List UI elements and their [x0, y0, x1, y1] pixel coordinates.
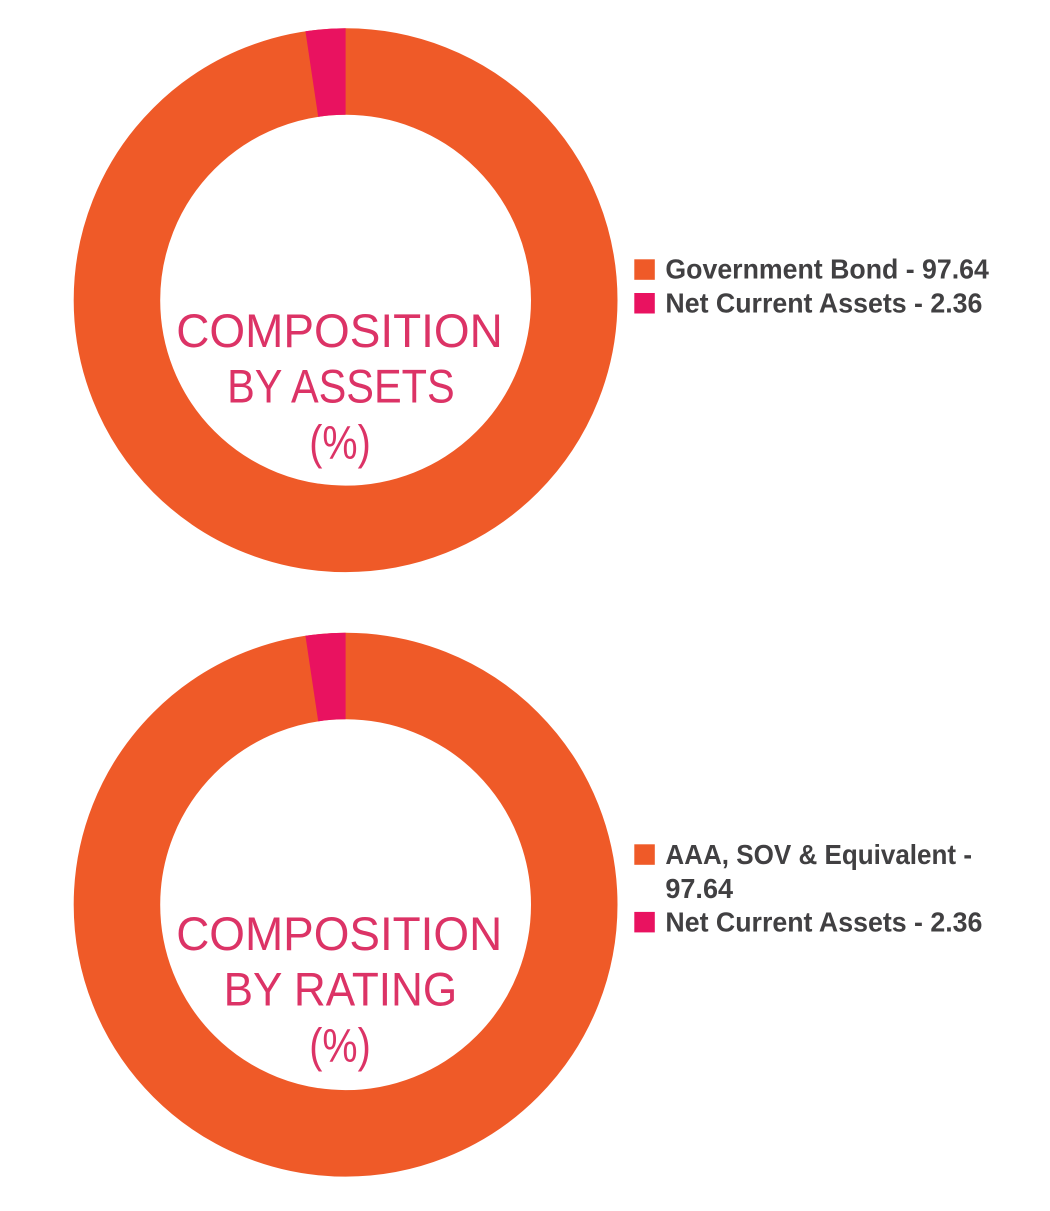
svg-text:BY ASSETS: BY ASSETS: [227, 360, 455, 413]
svg-text:(%): (%): [309, 1018, 371, 1071]
svg-text:Government Bond - 97.64: Government Bond - 97.64: [665, 254, 989, 285]
svg-text:COMPOSITION: COMPOSITION: [176, 304, 503, 357]
svg-text:COMPOSITION: COMPOSITION: [176, 907, 502, 960]
svg-text:(%): (%): [309, 416, 371, 469]
svg-text:AAA, SOV & Equivalent -: AAA, SOV & Equivalent -: [665, 839, 972, 870]
svg-text:97.64: 97.64: [665, 873, 733, 904]
svg-text:BY RATING: BY RATING: [224, 963, 458, 1016]
svg-text:Net Current Assets - 2.36: Net Current Assets - 2.36: [665, 287, 982, 318]
svg-text:Net Current Assets - 2.36: Net Current Assets - 2.36: [665, 907, 982, 938]
